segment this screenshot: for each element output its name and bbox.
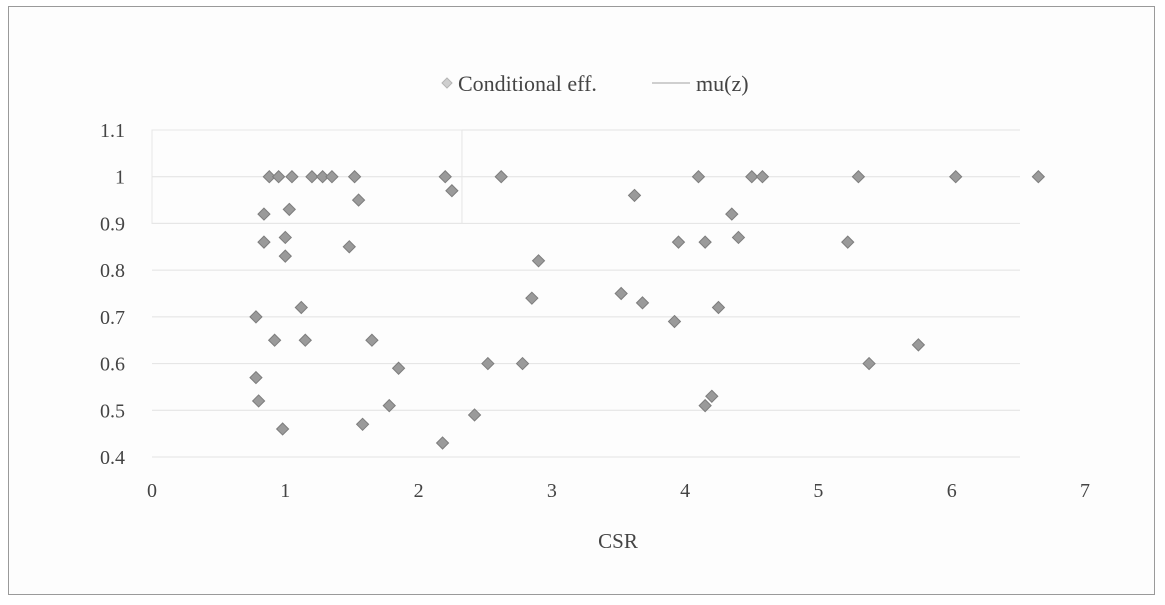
y-tick-label: 0.6 (100, 354, 125, 376)
grid-lines (152, 129, 1020, 458)
data-point (515, 356, 530, 371)
x-tick-label: 0 (147, 480, 157, 502)
x-tick-label: 2 (414, 480, 424, 502)
data-point (382, 398, 396, 413)
data-point (435, 436, 450, 450)
data-point (347, 170, 362, 184)
data-point (711, 300, 726, 315)
x-tick-label: 1 (280, 480, 290, 502)
data-point (257, 235, 271, 249)
data-point (671, 235, 686, 249)
data-point (841, 235, 855, 249)
data-point (267, 333, 282, 347)
data-point (698, 235, 712, 249)
data-point (391, 361, 406, 375)
data-point (755, 170, 770, 184)
data-point (614, 286, 628, 301)
data-point (249, 310, 263, 324)
data-point (467, 408, 482, 422)
data-point (298, 333, 312, 347)
y-tick-label: 0.7 (100, 307, 125, 329)
x-tick-label: 5 (813, 480, 823, 502)
data-point (445, 184, 459, 198)
y-tick-label: 0.9 (100, 213, 125, 235)
data-point (667, 314, 682, 329)
data-point (275, 422, 290, 436)
data-point (249, 370, 263, 385)
data-point (725, 207, 739, 221)
data-point (851, 170, 866, 184)
data-point (494, 170, 508, 184)
data-point (351, 193, 366, 207)
data-point (282, 202, 296, 217)
y-tick-label: 0.8 (100, 260, 125, 282)
legend-label-mu-z: mu(z) (696, 71, 749, 96)
data-point (355, 417, 370, 432)
legend: Conditional eff. mu(z) (441, 71, 749, 96)
x-tick-label: 6 (947, 480, 957, 502)
data-point (731, 230, 746, 245)
data-point (315, 170, 330, 184)
data-point (305, 170, 319, 184)
y-tick-labels: 0.4 0.5 0.6 0.7 0.8 0.9 1 1.1 (100, 120, 125, 469)
x-tick-label: 3 (547, 480, 557, 502)
legend-label-conditional-eff: Conditional eff. (458, 71, 597, 96)
data-point (278, 230, 292, 245)
x-tick-label: 4 (680, 480, 690, 502)
data-point (949, 170, 963, 184)
data-point (285, 170, 299, 184)
data-point (271, 170, 286, 184)
chart-frame (8, 6, 1155, 595)
data-point (294, 300, 308, 315)
data-point (481, 356, 495, 371)
y-tick-label: 0.5 (100, 400, 125, 422)
data-point (911, 338, 926, 352)
x-axis-title: CSR (598, 529, 638, 553)
data-point (745, 170, 759, 184)
data-point (1031, 170, 1046, 184)
y-tick-label: 1 (115, 167, 125, 189)
data-points (249, 170, 1046, 450)
data-point (525, 291, 539, 305)
x-tick-label: 7 (1080, 480, 1090, 502)
data-point (257, 207, 271, 221)
data-point (325, 170, 339, 184)
data-point (691, 170, 706, 184)
data-point (705, 389, 719, 403)
data-point (627, 188, 642, 203)
plot-area-highlight (151, 129, 463, 224)
legend-marker-conditional-eff (441, 77, 453, 89)
data-point (698, 398, 712, 413)
data-point (365, 333, 379, 347)
plot-area-box (151, 129, 463, 224)
y-tick-label: 1.1 (100, 120, 125, 142)
data-point (251, 394, 266, 408)
data-point (278, 249, 292, 263)
data-point (531, 254, 546, 268)
y-tick-label: 0.4 (100, 447, 125, 469)
data-point (862, 356, 876, 371)
x-tick-labels: 0 1 2 3 4 5 6 7 (147, 480, 1090, 502)
data-point (342, 240, 356, 254)
data-point (262, 170, 276, 184)
data-point (438, 170, 452, 184)
data-point (635, 296, 650, 310)
